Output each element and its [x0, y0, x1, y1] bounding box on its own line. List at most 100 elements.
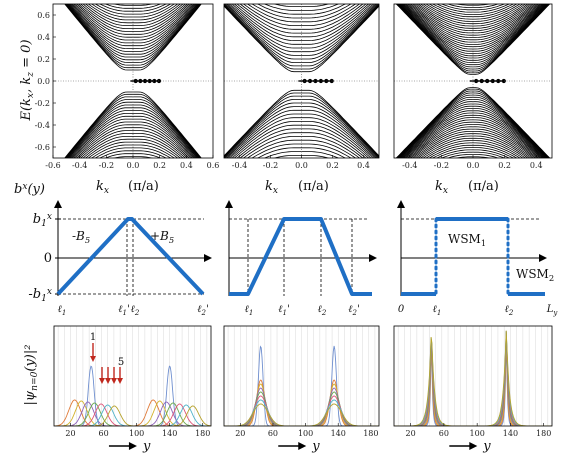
y-axis-arrow — [225, 200, 233, 208]
profile-tick-label: ℓ2​ — [318, 304, 327, 317]
band-line — [409, 4, 537, 36]
profile-tick-label: ℓ1​ — [58, 304, 67, 317]
band-line — [401, 110, 545, 158]
x-tick-label: 0.2 — [153, 161, 166, 170]
band-line — [224, 102, 379, 158]
band-line — [104, 153, 162, 158]
band-line — [64, 4, 202, 66]
profile-y-tick-label: -b1x​ — [28, 287, 52, 304]
band-x-label-unit: (π/a) — [298, 179, 329, 194]
wave-series — [224, 379, 379, 426]
band-line — [236, 128, 367, 158]
profile-label-minus: -B5​ — [72, 229, 90, 245]
band-line — [242, 4, 361, 26]
band-line — [400, 108, 546, 158]
band-x-label-var: kx​ — [265, 179, 278, 196]
x-tick-label: 100 — [470, 429, 485, 438]
band-line — [403, 114, 543, 158]
profile-panel-2: ℓ1​ ℓ1' ℓ2​ ℓ2' — [225, 200, 377, 317]
profile-y-label: bx(y) — [14, 182, 45, 197]
red-arrowhead — [117, 378, 123, 384]
wave-panel-3: 20 60 100 140 180 y — [393, 325, 553, 454]
x-tick-label: 0.2 — [326, 161, 339, 170]
x-tick-label: -0.2 — [263, 161, 278, 170]
profile-tick-label: Ly​ — [546, 304, 559, 317]
y-direction-arrowhead — [469, 442, 478, 450]
x-tick-label: 0.4 — [530, 161, 543, 170]
band-line — [402, 112, 544, 158]
wsm2-label: WSM2​ — [516, 267, 554, 283]
x-tick-label: 20 — [65, 429, 75, 438]
band-line — [428, 144, 518, 158]
band-line — [399, 105, 547, 158]
zero-mode-point — [490, 78, 495, 84]
profile-panel-3: 0 ℓ1​ ℓ2​ Ly​ WSM1​ WSM2​ — [397, 200, 558, 317]
band-line — [70, 115, 196, 158]
wave-frame — [53, 325, 212, 427]
band-line — [419, 4, 527, 25]
y-tick-label: 0.0 — [37, 77, 50, 86]
band-line — [80, 133, 186, 158]
x-tick-label: 0.6 — [207, 161, 220, 170]
y-axis-arrow — [54, 200, 62, 208]
band-line — [233, 124, 370, 158]
band-line — [422, 4, 524, 22]
band-line — [82, 136, 184, 158]
band-line — [224, 95, 379, 158]
wave-series — [54, 402, 211, 426]
band-x-label-unit: (π/a) — [128, 179, 159, 194]
x-tick-label: 60 — [439, 429, 449, 438]
band-line — [273, 4, 330, 7]
band-panel-1: -0.6 -0.4 -0.2 0.0 0.2 0.4 0.6 0.6 0.4 0.2 0.0 -0.2… — [35, 3, 220, 170]
band-line — [413, 4, 533, 31]
band-line — [394, 0, 552, 3]
band-panel-2: -0.4 -0.2 0.0 0.2 0.4 — [223, 3, 380, 170]
x-axis-arrow — [204, 254, 212, 262]
band-line — [404, 117, 542, 158]
red-arrowhead — [99, 378, 105, 384]
zero-mode-point — [152, 78, 157, 84]
wave-row: |ψn=0(y)|² 20 60 100 140 180 y 1 5 20 60 100 140 18… — [23, 325, 553, 454]
zero-mode-point — [324, 78, 329, 84]
band-line — [84, 4, 182, 24]
zero-mode-point — [501, 78, 506, 84]
band-line — [400, 4, 546, 54]
band-line — [112, 4, 154, 6]
x-tick-label: 0.0 — [467, 161, 480, 170]
y-tick-label: -0.4 — [35, 121, 50, 130]
band-line — [397, 99, 549, 158]
profile-row: bx(y) b1x​0-b1x​ℓ1​ℓ1'ℓ2​ℓ2'-B5​+B5​ ℓ1​… — [14, 182, 558, 317]
wave-x-label: y — [311, 439, 320, 454]
x-tick-label: 140 — [162, 429, 177, 438]
band-line — [231, 4, 372, 41]
band-x-label-var: kx​ — [435, 179, 448, 196]
band-line — [68, 110, 198, 158]
x-tick-label: 60 — [268, 429, 278, 438]
band-line — [419, 137, 527, 158]
arrow-label-last: 5 — [118, 357, 124, 368]
profile-tick-label: ℓ1' — [278, 304, 289, 317]
x-axis-arrow — [369, 254, 377, 262]
zero-mode-point — [474, 78, 479, 84]
y-tick-label: -0.6 — [35, 143, 50, 152]
profile-tick-label: ℓ2' — [348, 304, 359, 317]
band-line — [256, 147, 347, 158]
profile-panel-1: b1x​ 0 -b1x​ ℓ1​ ℓ1'ℓ2​ ℓ2' -B5​ +B5​ — [28, 200, 212, 317]
x-axis-arrow — [539, 254, 547, 262]
x-tick-label: 140 — [503, 429, 518, 438]
red-arrowhead — [111, 378, 117, 384]
x-tick-label: 20 — [406, 429, 416, 438]
band-line — [263, 4, 340, 11]
wave-y-label: |ψn=0(y)|² — [23, 345, 40, 406]
band-line — [94, 147, 172, 158]
y-direction-arrowhead — [298, 442, 307, 450]
wave-series — [54, 404, 211, 426]
x-tick-label: 0.4 — [180, 161, 193, 170]
y-tick-label: 0.2 — [37, 55, 50, 64]
band-line — [398, 4, 548, 61]
band-line — [82, 4, 184, 26]
profile-curve — [56, 217, 205, 296]
y-tick-label: 0.6 — [37, 11, 50, 20]
x-tick-label: 140 — [331, 429, 346, 438]
